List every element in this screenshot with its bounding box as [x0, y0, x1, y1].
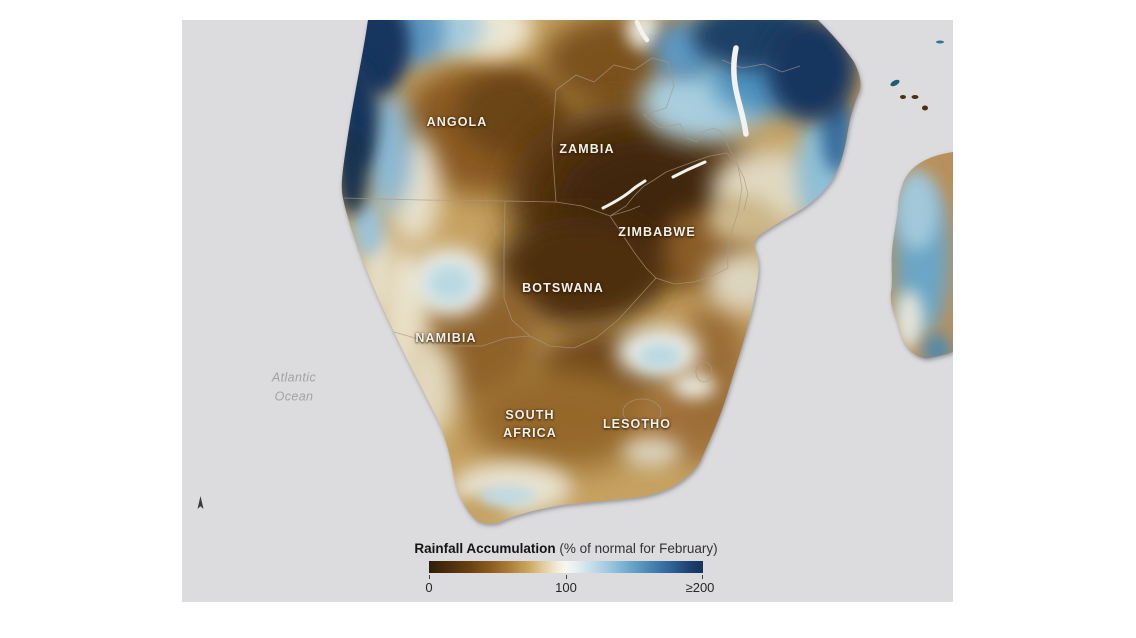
legend-gradient-bar	[429, 561, 703, 573]
map-art	[341, 20, 953, 524]
legend-title: Rainfall Accumulation (% of normal for F…	[414, 541, 717, 556]
lake-cahora-bassa	[671, 160, 707, 179]
legend-title-regular: (% of normal for February)	[555, 541, 718, 556]
legend: Rainfall Accumulation (% of normal for F…	[182, 538, 953, 602]
lake-tanganyika-tip	[634, 20, 650, 43]
lake-kariba	[601, 179, 647, 210]
legend-label-200: ≥200	[685, 580, 715, 595]
north-arrow-icon	[197, 496, 204, 509]
lakes	[601, 20, 749, 210]
madagascar-shape	[890, 152, 953, 359]
scale-and-north: N 400 km	[182, 490, 322, 535]
label-atlantic-ocean: Atlantic Ocean	[271, 370, 317, 403]
lake-malawi	[731, 45, 749, 137]
comoros-islands	[890, 40, 944, 111]
legend-label-100: 100	[555, 580, 577, 595]
legend-tick-0	[429, 575, 430, 579]
continent-shape	[341, 20, 861, 524]
rainfall-map: ANGOLA ZAMBIA ZIMBABWE BOTSWANA NAMIBIA …	[182, 20, 953, 602]
country-borders	[343, 57, 801, 426]
legend-title-bold: Rainfall Accumulation	[414, 541, 556, 556]
legend-tick-100	[566, 575, 567, 579]
legend-label-0: 0	[425, 580, 433, 595]
legend-tick-200	[702, 575, 703, 579]
